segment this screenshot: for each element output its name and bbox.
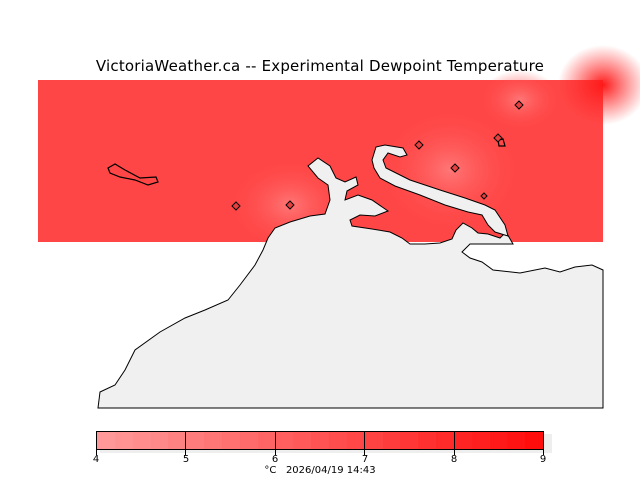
station-marker[interactable] <box>450 163 460 173</box>
colorbar-segment <box>489 432 508 449</box>
timestamp: 2026/04/19 14:43 <box>285 465 376 476</box>
field-warm-spot <box>480 70 560 130</box>
colorbar-tick <box>364 450 365 455</box>
colorbar-segment <box>382 432 401 449</box>
map-title: VictoriaWeather.ca -- Experimental Dewpo… <box>95 57 545 75</box>
station-marker[interactable] <box>514 100 524 110</box>
colorbar-segment <box>132 432 151 449</box>
colorbar-segment <box>453 432 472 449</box>
colorbar-segment <box>204 432 222 449</box>
island-outline <box>107 163 159 186</box>
colorbar-segment <box>239 432 258 449</box>
saanich-peninsula <box>371 144 509 237</box>
colorbar-segment <box>346 432 365 449</box>
colorbar-segment <box>436 432 454 449</box>
units-label: °C <box>264 465 277 476</box>
station-marker[interactable] <box>493 133 503 143</box>
station-marker[interactable] <box>285 200 295 210</box>
colorbar-tick <box>185 450 186 455</box>
colorbar-segment <box>364 432 383 449</box>
colorbar-tick <box>454 450 455 455</box>
colorbar-segment <box>328 432 347 449</box>
field-warm-spot <box>380 110 520 230</box>
colorbar-segment <box>97 432 115 449</box>
station-marker[interactable] <box>231 201 241 211</box>
colorbar-segment <box>150 432 169 449</box>
land-mass <box>97 157 604 409</box>
colorbar-segment <box>221 432 240 449</box>
station-markers <box>231 100 524 211</box>
colorbar-segment <box>471 432 490 449</box>
colorbar-segment <box>507 432 526 449</box>
field-hot-spot <box>558 45 640 125</box>
colorbar-divider <box>275 431 276 450</box>
colorbar-segment <box>257 432 276 449</box>
colorbar-tick-label: 5 <box>182 454 190 465</box>
colorbar-segment <box>311 432 329 449</box>
colorbar-segment <box>275 432 294 449</box>
colorbar-segment <box>168 432 187 449</box>
colorbar-segment <box>400 432 419 449</box>
colorbar-tick-label: 9 <box>539 454 547 465</box>
colorbar-tick <box>275 450 276 455</box>
station-marker[interactable] <box>414 140 424 150</box>
colorbar-tick-label: 4 <box>92 454 100 465</box>
colorbar-divider <box>454 431 455 450</box>
colorbar <box>96 431 544 450</box>
colorbar-segment <box>186 432 205 449</box>
colorbar-tick-label: 6 <box>271 454 279 465</box>
colorbar-tick-label: 7 <box>361 454 369 465</box>
colorbar-caption: °C 2026/04/19 14:43 <box>0 465 640 476</box>
colorbar-segment <box>525 432 544 449</box>
colorbar-divider <box>364 431 365 450</box>
colorbar-tick <box>543 450 544 455</box>
station-marker[interactable] <box>480 192 488 200</box>
colorbar-divider <box>185 431 186 450</box>
colorbar-segment <box>293 432 312 449</box>
colorbar-tick-label: 8 <box>450 454 458 465</box>
colorbar-segment <box>418 432 437 449</box>
colorbar-tick <box>96 450 97 455</box>
colorbar-segment <box>114 432 133 449</box>
